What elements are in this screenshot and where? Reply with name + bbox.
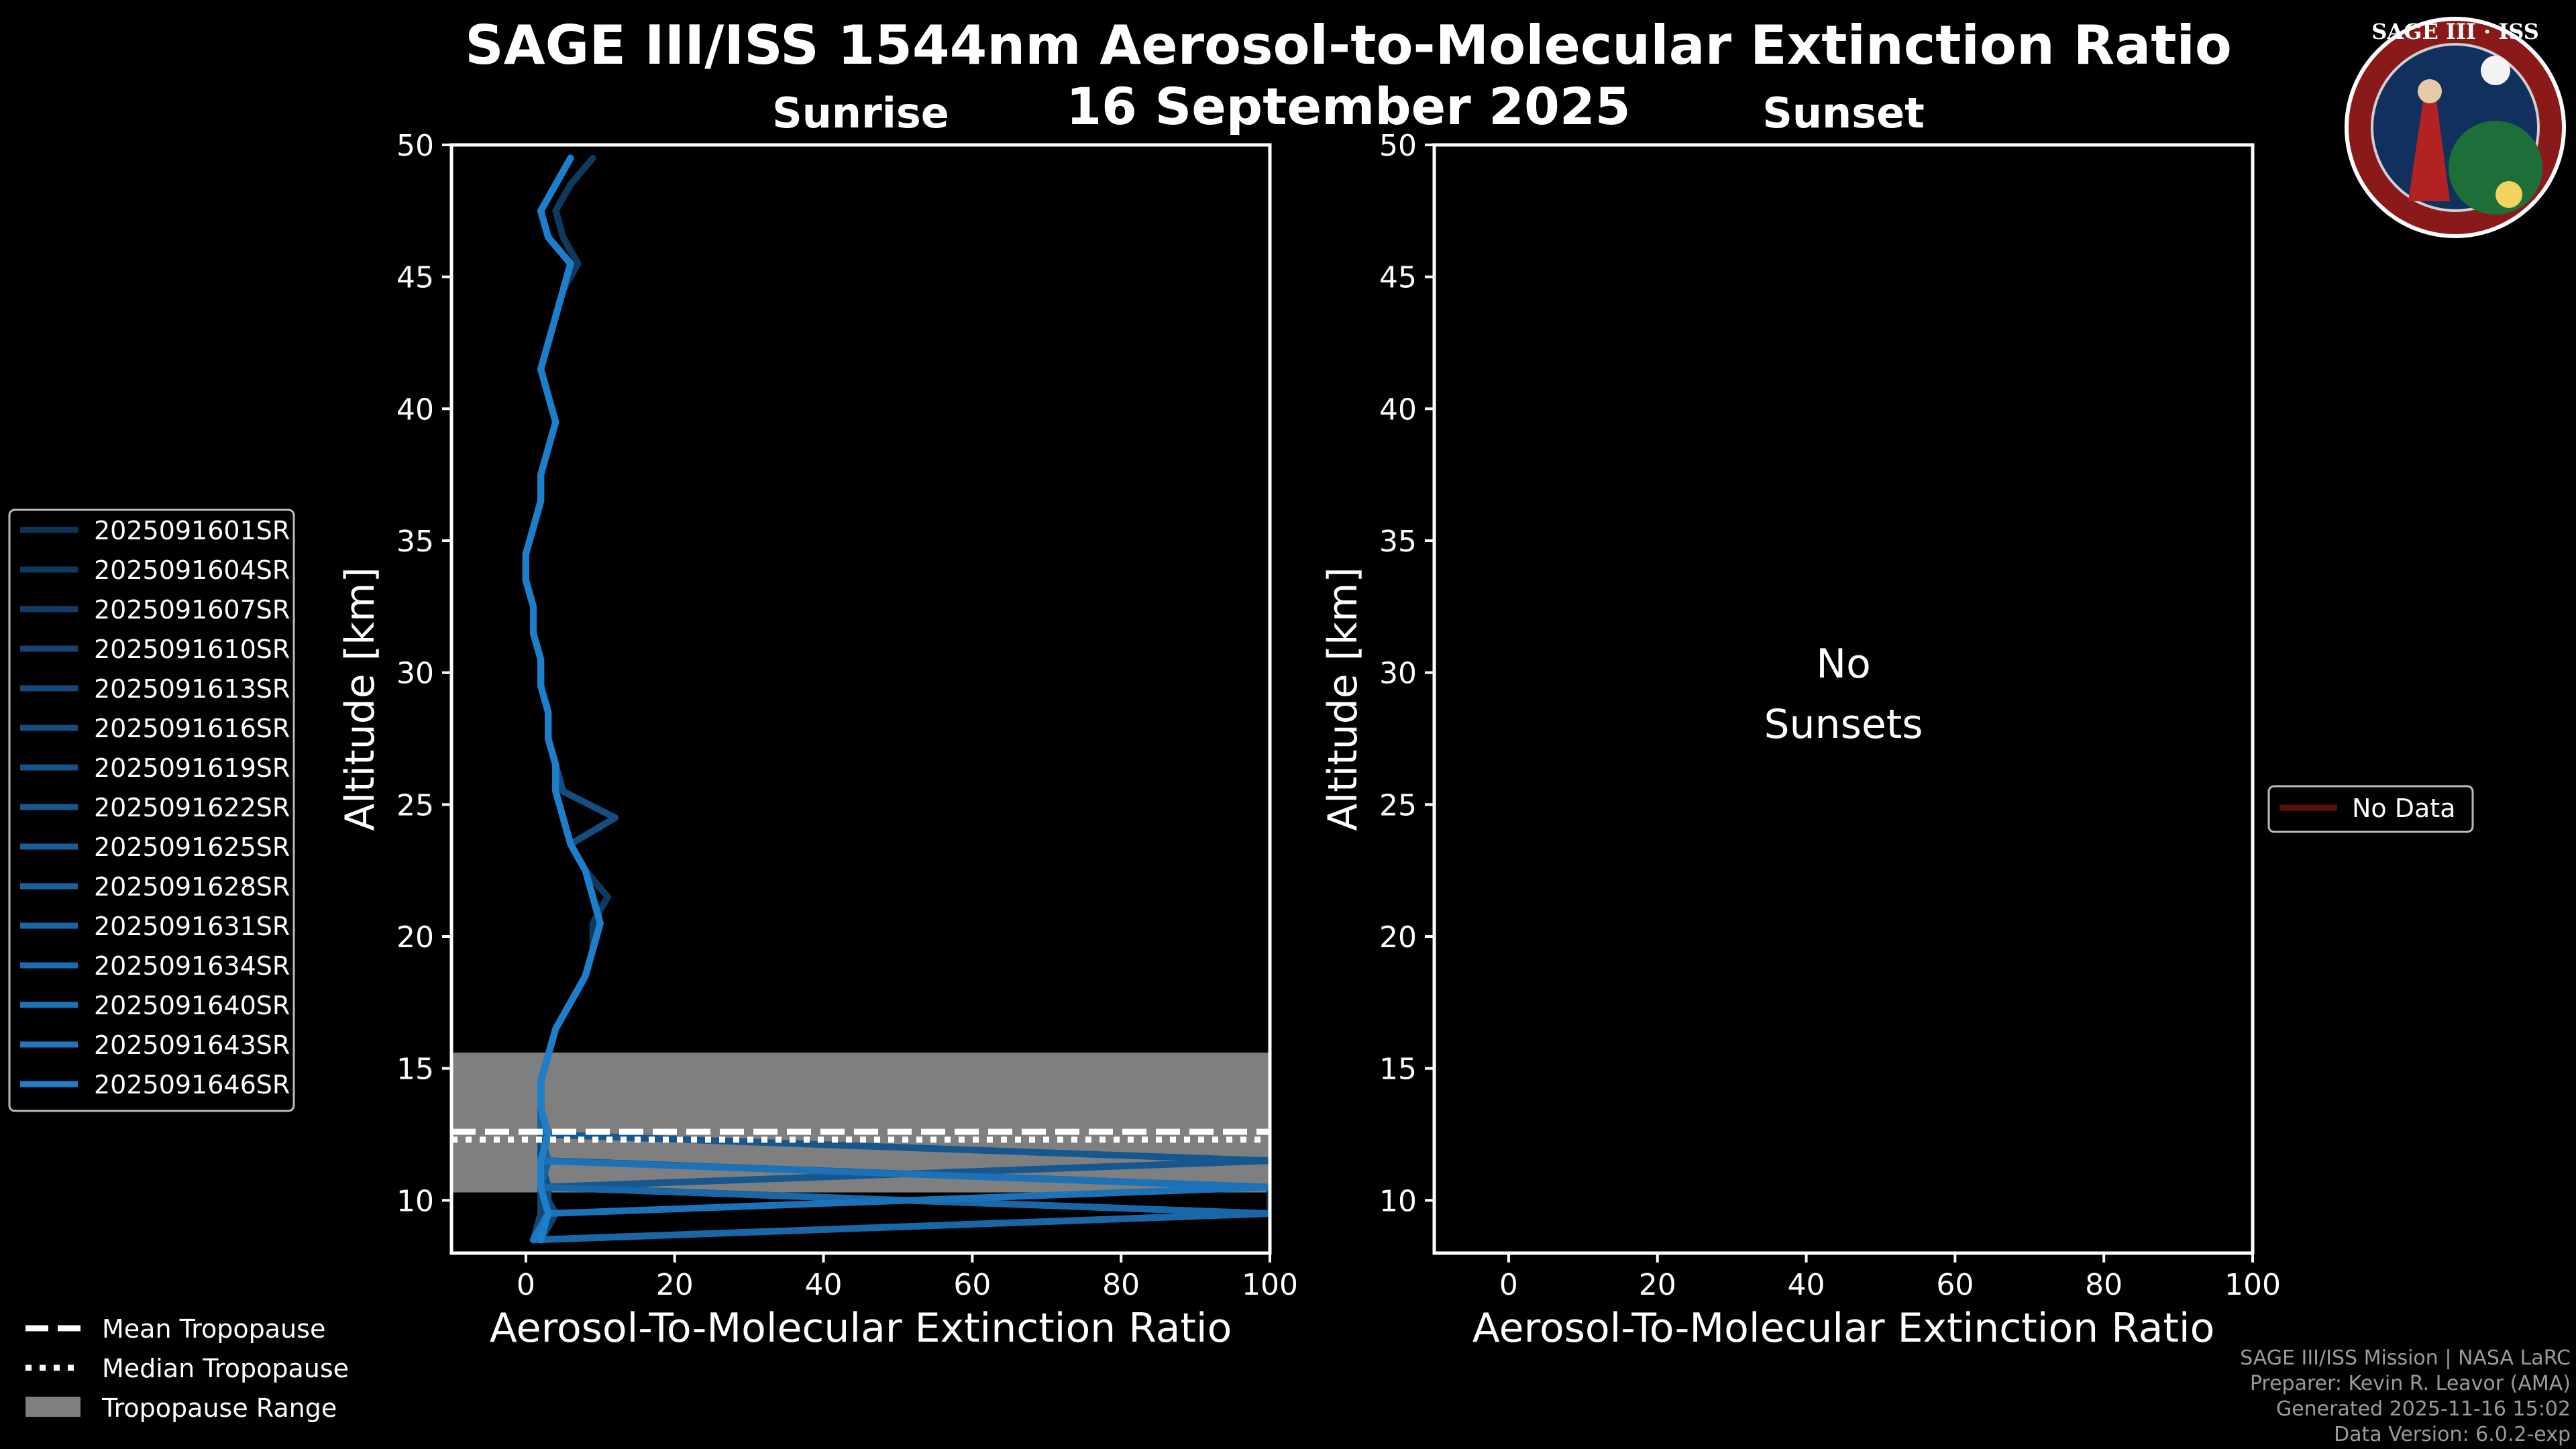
sunset-plot-area: [1434, 145, 2253, 1253]
y-tick-label: 20: [1379, 920, 1417, 955]
sunrise-y-axis-label: Altitude [km]: [337, 567, 384, 831]
x-tick-label: 40: [805, 1268, 843, 1302]
credit-generated: Generated 2025-11-16 15:02: [2276, 1397, 2571, 1421]
legend-label: 2025091631SR: [94, 912, 290, 941]
sage-iii-iss-logo: SAGE III · ISS: [2345, 17, 2566, 238]
legend-label: 2025091607SR: [94, 595, 290, 625]
credit-data-version: Data Version: 6.0.2-exp: [2334, 1423, 2571, 1446]
y-tick-label: 15: [1379, 1053, 1417, 1087]
sunset-y-axis-label: Altitude [km]: [1320, 567, 1366, 831]
legend-label: 2025091604SR: [94, 555, 290, 585]
sunrise-profiles: [522, 154, 1270, 1244]
y-tick-label: 50: [396, 129, 434, 163]
sun-icon: [2496, 181, 2522, 208]
chart-subtitle-date: 16 September 2025: [1066, 76, 1630, 136]
sunrise-x-axis-label: Aerosol-To-Molecular Extinction Ratio: [490, 1305, 1232, 1352]
x-tick-label: 80: [1102, 1268, 1140, 1302]
series-legend-frame: [8, 508, 295, 1112]
legend-label: 2025091634SR: [94, 951, 290, 981]
y-tick-label: 10: [396, 1184, 434, 1218]
x-tick-label: 60: [953, 1268, 991, 1302]
y-tick-label: 45: [396, 261, 434, 295]
legend-label: 2025091643SR: [94, 1030, 290, 1060]
x-tick-label: 0: [517, 1268, 535, 1302]
mean-tropopause-legend-label: Mean Tropopause: [102, 1314, 325, 1344]
earth-icon: [2449, 121, 2542, 215]
tropopause-range-legend-label: Tropopause Range: [101, 1393, 337, 1423]
series-legend: 2025091601SR 2025091604SR 2025091607SR 2025…: [8, 508, 295, 1112]
legend-label: 2025091628SR: [94, 872, 290, 902]
y-tick-label: 15: [396, 1053, 434, 1087]
y-tick-label: 30: [396, 657, 434, 691]
no-data-legend: No Data: [2267, 785, 2474, 833]
chart-title: SAGE III/ISS 1544nm Aerosol-to-Molecular…: [465, 14, 2232, 76]
y-tick-label: 40: [396, 392, 434, 427]
y-tick-label: 50: [1379, 129, 1417, 163]
y-tick-label: 35: [1379, 525, 1417, 559]
legend-label: 2025091646SR: [94, 1070, 290, 1099]
x-tick-label: 100: [1242, 1268, 1298, 1302]
y-tick-label: 45: [1379, 261, 1417, 295]
credit-mission: SAGE III/ISS Mission | NASA LaRC: [2240, 1346, 2571, 1370]
y-tick-label: 35: [396, 525, 434, 559]
sunrise-ticks: 0 20 40 60 80 100 10 15 20 25 30 35 40 45 50: [396, 129, 1298, 1302]
legend-label: 2025091619SR: [94, 753, 290, 783]
credits: SAGE III/ISS Mission | NASA LaRC Prepare…: [2240, 1346, 2571, 1446]
sunset-panel-title: Sunset: [1762, 89, 1925, 138]
median-tropopause-legend-label: Median Tropopause: [102, 1354, 349, 1383]
x-tick-label: 80: [2085, 1268, 2123, 1302]
legend-label: 2025091613SR: [94, 674, 290, 704]
tropopause-legend: Mean Tropopause Median Tropopause Tropop…: [25, 1314, 349, 1423]
x-tick-label: 20: [1639, 1268, 1676, 1302]
no-sunsets-annotation-line2: Sunsets: [1764, 701, 1923, 748]
y-tick-label: 10: [1379, 1184, 1417, 1218]
x-tick-label: 60: [1936, 1268, 1974, 1302]
y-tick-label: 25: [396, 788, 434, 822]
y-tick-label: 30: [1379, 657, 1417, 691]
legend-label: 2025091625SR: [94, 833, 290, 862]
sunset-x-axis-label: Aerosol-To-Molecular Extinction Ratio: [1472, 1305, 2215, 1352]
sunrise-axes-frame: [449, 143, 1272, 1255]
x-tick-label: 0: [1499, 1268, 1518, 1302]
x-tick-label: 40: [1788, 1268, 1825, 1302]
legend-label: 2025091622SR: [94, 793, 290, 822]
legend-label: 2025091640SR: [94, 991, 290, 1020]
profile-line-2025091646SR: [522, 154, 604, 1244]
legend-label: 2025091616SR: [94, 714, 290, 743]
y-tick-label: 25: [1379, 788, 1417, 822]
x-tick-label: 20: [656, 1268, 694, 1302]
sunset-panel: 0 20 40 60 80 100 10 15 20 25 30 35 40 45 50 No Sunset…: [1320, 129, 2281, 1352]
sunset-axes-frame: [1432, 143, 2255, 1255]
tropopause-range-legend-swatch: [25, 1397, 80, 1417]
no-sunsets-annotation-line1: No: [1816, 641, 1871, 688]
no-data-legend-frame: [2267, 785, 2474, 833]
credit-preparer: Preparer: Kevin R. Leavor (AMA): [2250, 1372, 2571, 1395]
y-tick-label: 40: [1379, 392, 1417, 427]
y-tick-label: 20: [396, 920, 434, 955]
sunrise-panel-title: Sunrise: [772, 89, 949, 138]
sunset-ticks: 0 20 40 60 80 100 10 15 20 25 30 35 40 45 50: [1379, 129, 2281, 1302]
logo-title: SAGE III · ISS: [2371, 19, 2539, 44]
x-tick-label: 100: [2224, 1268, 2281, 1302]
legend-label: 2025091601SR: [94, 516, 290, 545]
figure-head-icon: [2418, 79, 2442, 103]
legend-label: 2025091610SR: [94, 635, 290, 664]
no-data-legend-label: No Data: [2352, 794, 2456, 823]
moon-icon: [2481, 56, 2510, 85]
figure-icon: [2408, 101, 2450, 201]
sunrise-panel: 0 20 40 60 80 100 10 15 20 25 30 35 40 45 50 Aerosol-T…: [337, 129, 1298, 1352]
